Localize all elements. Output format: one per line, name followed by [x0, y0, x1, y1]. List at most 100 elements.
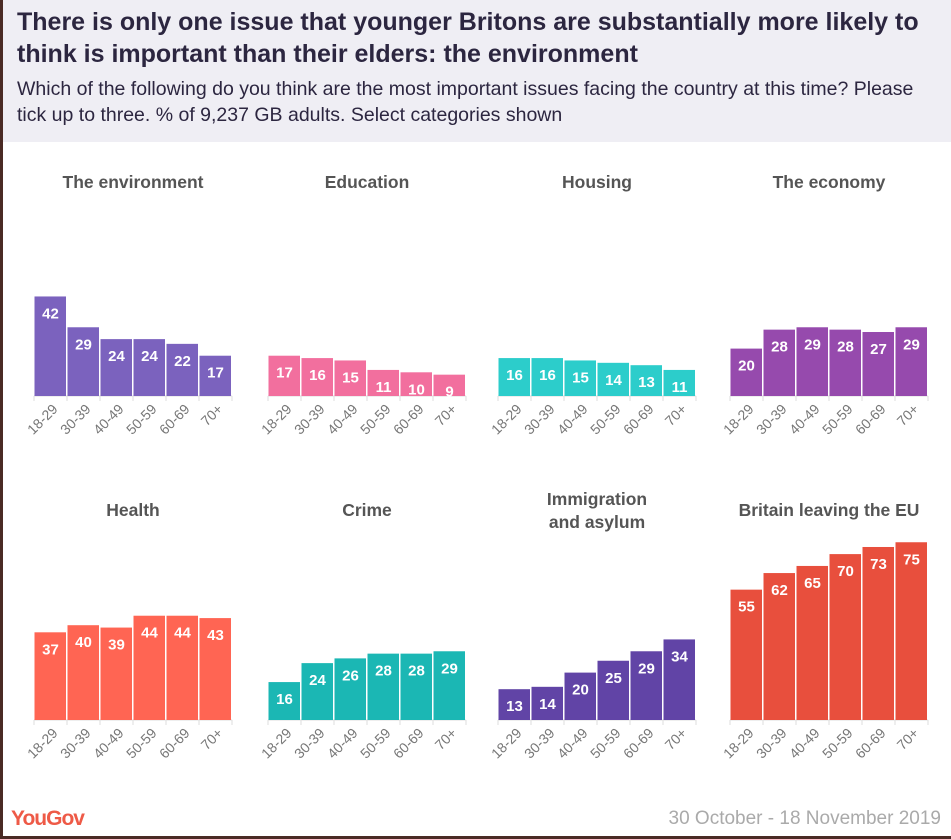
panel-7: 55 18-29 62 30-39 65 40-49 70 50-59 73 60-69 75 70+: [720, 542, 929, 762]
data-label: 28: [771, 339, 788, 356]
chart-subtitle: Which of the following do you think are …: [17, 78, 914, 126]
data-label: 17: [207, 365, 224, 382]
x-tick-label: 70+: [662, 725, 690, 753]
x-tick-label: 70+: [662, 401, 690, 429]
data-label: 42: [42, 305, 59, 322]
bar: [829, 329, 861, 396]
data-label: 39: [108, 637, 125, 654]
bar: [531, 686, 563, 720]
panel-title: Immigration and asylum: [546, 489, 648, 532]
panel-title: The economy: [772, 172, 886, 192]
bar: [133, 339, 165, 396]
data-label: 24: [108, 348, 125, 365]
bar: [334, 360, 366, 396]
x-tick-label: 40-49: [324, 401, 361, 438]
data-label: 28: [408, 663, 425, 680]
x-tick-label: 18-29: [488, 401, 525, 438]
data-label: 26: [342, 667, 359, 684]
bar: [268, 682, 300, 720]
plot-area: 42 18-29 29 30-39 24 40-49 24 50-59 22 60-69 17 70+…: [24, 296, 929, 762]
data-label: 10: [408, 381, 425, 398]
data-label: 37: [42, 641, 59, 658]
bar: [400, 653, 432, 720]
x-tick-label: 50-59: [587, 401, 624, 438]
x-tick-label: 30-39: [291, 401, 328, 438]
bar: [796, 327, 828, 396]
x-tick-label: 40-49: [90, 401, 127, 438]
x-tick-label: 60-69: [156, 401, 193, 438]
panel-title: Housing: [562, 172, 632, 192]
bar: [34, 632, 66, 720]
bar: [100, 627, 132, 720]
x-tick-label: 18-29: [24, 725, 61, 762]
bar: [334, 658, 366, 720]
x-tick-label: 40-49: [786, 401, 823, 438]
x-tick-label: 50-59: [123, 725, 160, 762]
data-label: 14: [605, 372, 622, 389]
bar: [199, 355, 231, 396]
x-tick-label: 60-69: [156, 725, 193, 762]
data-label: 28: [837, 339, 854, 356]
data-label: 75: [903, 551, 920, 568]
x-tick-label: 30-39: [291, 725, 328, 762]
data-label: 20: [572, 682, 589, 699]
bar: [730, 589, 762, 720]
data-label: 62: [771, 582, 788, 599]
panel-4: 37 18-29 40 30-39 39 40-49 44 50-59 44 60-69 43 70+: [24, 615, 233, 762]
x-tick-label: 50-59: [123, 401, 160, 438]
bar: [498, 358, 530, 396]
x-tick-label: 50-59: [819, 725, 856, 762]
bar: [199, 618, 231, 720]
bar: [133, 615, 165, 720]
x-tick-label: 70+: [432, 401, 460, 429]
bar: [862, 332, 894, 396]
data-label: 29: [441, 660, 458, 677]
data-label: 16: [309, 367, 326, 384]
bar: [895, 542, 927, 720]
data-label: 24: [309, 672, 326, 689]
date-range: 30 October - 18 November 2019: [668, 808, 942, 829]
bar: [400, 372, 432, 396]
bar: [433, 651, 465, 720]
panel-3: 20 18-29 28 30-39 29 40-49 28 50-59 27 60-69 29 70+: [720, 327, 929, 438]
bar: [730, 348, 762, 396]
data-label: 29: [638, 660, 655, 677]
x-tick-label: 40-49: [786, 725, 823, 762]
data-label: 34: [671, 648, 688, 665]
bar: [895, 327, 927, 396]
bar: [597, 660, 629, 720]
x-tick-label: 70+: [894, 725, 922, 753]
bar: [796, 565, 828, 720]
x-tick-label: 50-59: [819, 401, 856, 438]
panel-title: Health: [106, 500, 160, 520]
bar: [597, 362, 629, 396]
data-label: 11: [376, 379, 392, 396]
bar: [763, 573, 795, 720]
panel-title: Crime: [342, 500, 392, 520]
x-tick-label: 30-39: [57, 725, 94, 762]
bar: [630, 651, 662, 720]
yougov-logo: YouGov: [11, 807, 85, 830]
bar: [763, 329, 795, 396]
x-tick-label: 60-69: [620, 401, 657, 438]
bar: [367, 653, 399, 720]
data-label: 27: [870, 341, 887, 358]
data-label: 9: [445, 384, 453, 401]
data-label: 13: [638, 374, 655, 391]
x-tick-label: 70+: [198, 401, 226, 429]
bar: [663, 369, 695, 396]
panel-1: 17 18-29 16 30-39 15 40-49 11 50-59 10 60-69 970+: [258, 355, 467, 438]
panel-2: 16 18-29 16 30-39 15 40-49 14 50-59 13 60-69 11 70+: [488, 358, 697, 438]
data-label: 11: [672, 379, 688, 396]
x-tick-label: 40-49: [554, 725, 591, 762]
panel-5: 16 18-29 24 30-39 26 40-49 28 50-59 28 60-69 29 70+: [258, 651, 467, 762]
data-label: 29: [75, 336, 92, 353]
data-label: 55: [738, 599, 755, 616]
data-label: 20: [738, 358, 755, 375]
bar: [268, 355, 300, 396]
x-tick-label: 30-39: [753, 725, 790, 762]
bar: [433, 374, 465, 396]
bar: [663, 639, 695, 720]
x-tick-label: 30-39: [753, 401, 790, 438]
